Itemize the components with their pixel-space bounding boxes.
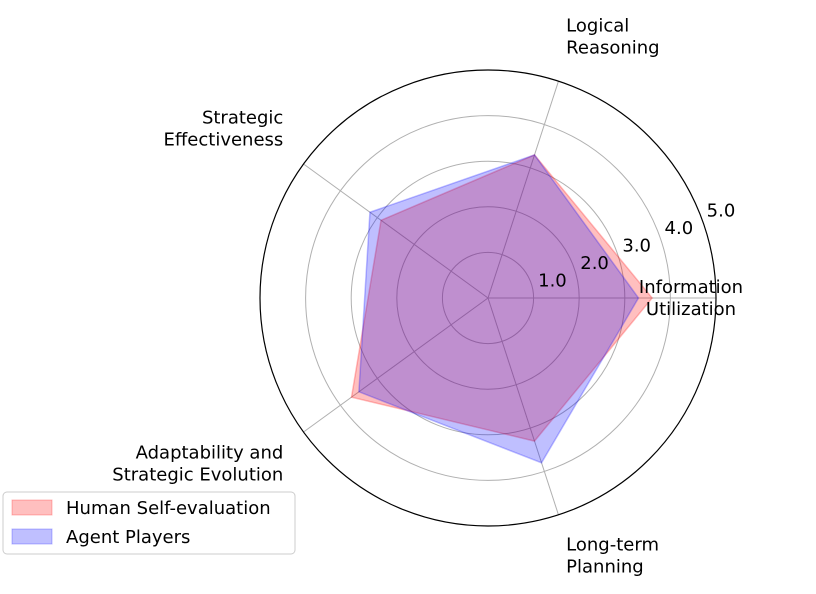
axis-label-line: Effectiveness [164, 129, 284, 150]
axis-label-line: Logical [566, 15, 629, 36]
axis-label-line: Information [639, 277, 743, 298]
series-area-2 [358, 153, 640, 464]
radial-tick-label-3: 3.0 [622, 236, 651, 257]
legend-label-2: Agent Players [66, 527, 190, 548]
radial-tick-label-5: 5.0 [707, 201, 736, 222]
radial-tick-label-2: 2.0 [580, 253, 609, 274]
legend-swatch-2 [11, 528, 53, 545]
legend-swatch-1 [11, 499, 53, 516]
outer-frame [259, 69, 717, 527]
axis-label-line: Utilization [646, 299, 736, 320]
spoke-3 [303, 163, 489, 299]
axis-label-line: Adaptability and [136, 443, 284, 464]
spoke-2 [487, 81, 559, 299]
axis-label-layer: Information Utilization Logical Reasoning St… [112, 15, 743, 577]
legend: Human Self-evaluation Agent Players [2, 491, 296, 555]
radial-tick-label-layer: 1.0 2.0 3.0 4.0 5.0 [538, 201, 735, 292]
axis-label-line: Planning [566, 557, 644, 578]
legend-frame [2, 491, 296, 555]
spoke-5 [487, 297, 559, 515]
series-area-1 [350, 153, 654, 442]
axis-label-2: Logical Reasoning [566, 15, 659, 58]
radar-grid [303, 81, 716, 515]
axis-label-line: Long-term [566, 535, 659, 556]
axis-label-3: Strategic Effectiveness [164, 107, 284, 150]
legend-label-1: Human Self-evaluation [66, 498, 271, 519]
axis-label-line: Reasoning [566, 37, 659, 58]
radial-tick-label-1: 1.0 [538, 271, 567, 292]
outer-circle [259, 69, 717, 527]
spoke-4 [303, 297, 489, 433]
series-area-layer [350, 153, 654, 464]
axis-label-line: Strategic [202, 107, 283, 128]
axis-label-line: Strategic Evolution [112, 465, 283, 486]
axis-label-5: Long-term Planning [566, 535, 659, 578]
axis-label-4: Adaptability and Strategic Evolution [112, 443, 283, 486]
radial-tick-label-4: 4.0 [665, 218, 694, 239]
axis-label-1: Information Utilization [639, 277, 743, 320]
